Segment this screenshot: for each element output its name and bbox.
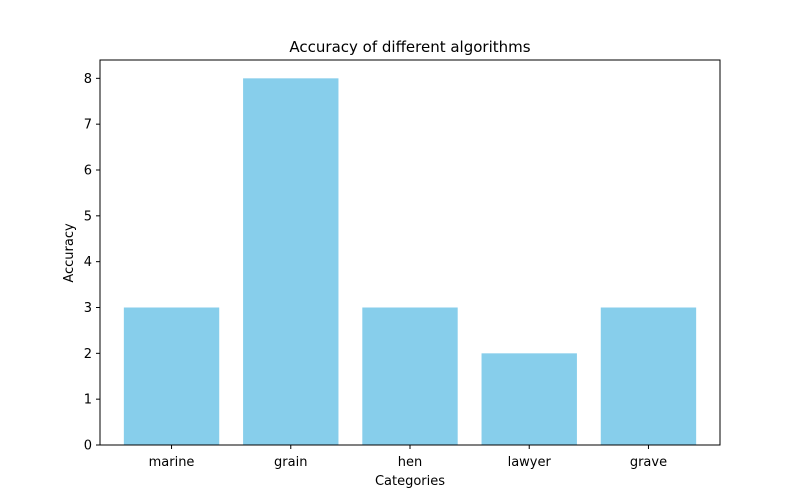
y-tick-label: 1 <box>84 393 92 408</box>
bar-grave <box>600 307 697 445</box>
chart-title: Accuracy of different algorithms <box>289 38 530 56</box>
x-axis-label: Categories <box>375 474 445 489</box>
y-tick-label: 7 <box>84 118 92 133</box>
y-tick-label: 4 <box>84 255 92 270</box>
x-tick-label: lawyer <box>508 455 552 470</box>
bar-lawyer <box>481 353 577 445</box>
bar-hen <box>362 307 458 445</box>
ticks-layer: marine grain hen lawyer grave 0 1 2 3 4 5 6 7 8 <box>84 72 667 470</box>
y-tick-label: 3 <box>84 301 92 316</box>
bar-marine <box>123 307 220 445</box>
y-tick-label: 5 <box>84 209 92 224</box>
y-tick-label: 2 <box>84 347 92 362</box>
bar-grain <box>243 78 339 445</box>
y-tick-label: 0 <box>84 439 92 454</box>
plot-frame <box>99 59 721 446</box>
x-tick-label: grave <box>630 455 667 470</box>
y-tick-label: 8 <box>84 72 92 87</box>
x-tick-label: grain <box>274 455 307 470</box>
y-tick-label: 6 <box>84 164 92 179</box>
x-tick-label: marine <box>149 455 195 470</box>
y-axis-label: Accuracy <box>62 223 77 283</box>
x-tick-label: hen <box>398 455 422 470</box>
bars-layer <box>123 78 697 445</box>
